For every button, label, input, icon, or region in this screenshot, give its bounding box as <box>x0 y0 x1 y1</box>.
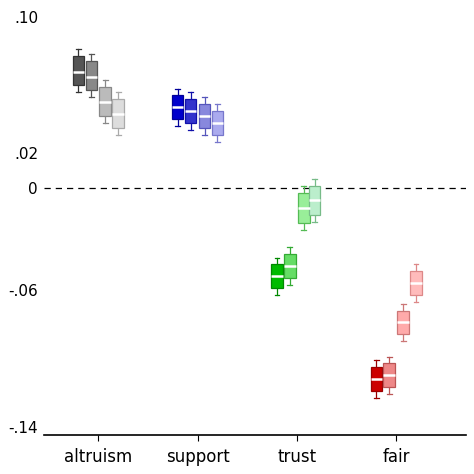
Bar <box>298 193 310 223</box>
Bar <box>383 364 395 387</box>
Bar <box>397 310 409 335</box>
Bar <box>410 271 422 295</box>
Bar <box>172 95 183 119</box>
Bar <box>86 61 97 90</box>
Bar <box>284 254 296 278</box>
Bar <box>212 111 223 135</box>
Bar <box>309 186 320 215</box>
Bar <box>371 367 382 391</box>
Bar <box>112 99 124 128</box>
Bar <box>73 56 84 85</box>
Bar <box>271 264 283 288</box>
Bar <box>199 104 210 128</box>
Bar <box>100 87 111 116</box>
Bar <box>185 99 196 123</box>
